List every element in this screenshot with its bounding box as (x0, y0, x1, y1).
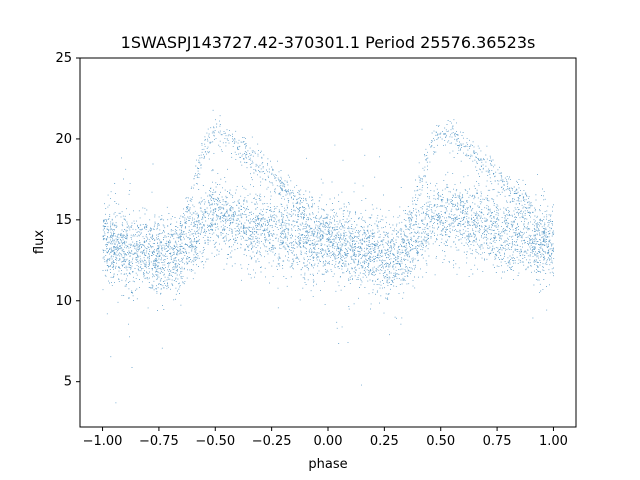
x-tick-label: −0.25 (252, 434, 292, 449)
x-tick-label: 0.25 (370, 434, 399, 449)
x-axis-ticks: −1.00 −0.75 −0.50 −0.25 0.00 0.25 0.50 0.75 1.00 (83, 427, 568, 449)
x-tick-label: −1.00 (83, 434, 123, 449)
x-tick-label: −0.75 (139, 434, 179, 449)
x-tick-label: 0.00 (314, 434, 343, 449)
x-tick-label: 0.50 (426, 434, 455, 449)
y-axis-ticks: 5 10 15 20 25 (55, 51, 80, 390)
x-tick-label: 1.00 (539, 434, 568, 449)
y-tick-label: 15 (55, 213, 72, 228)
x-tick-label: −0.50 (195, 434, 235, 449)
axes-background (80, 58, 576, 427)
y-tick-label: 10 (55, 294, 72, 309)
y-tick-label: 20 (55, 132, 72, 147)
plot-area (79, 57, 577, 428)
chart-title: 1SWASPJ143727.42-370301.1 Period 25576.3… (121, 33, 536, 52)
x-axis-label: phase (308, 457, 347, 472)
y-tick-label: 25 (55, 51, 72, 66)
y-tick-label: 5 (64, 375, 72, 390)
data-points (102, 109, 555, 404)
y-axis-label: flux (32, 230, 47, 254)
scatter-points (102, 109, 555, 404)
x-tick-label: 0.75 (483, 434, 512, 449)
